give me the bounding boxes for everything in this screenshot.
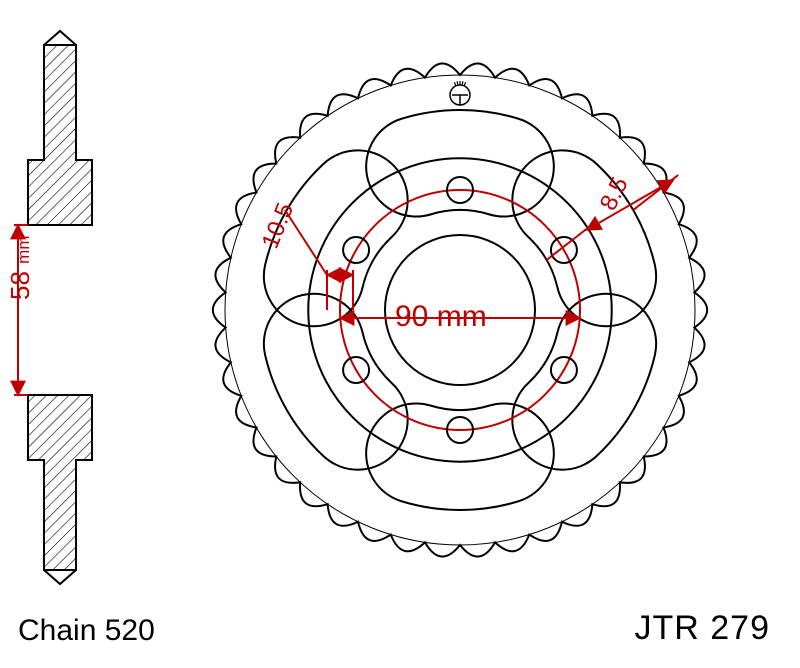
web-slot	[366, 110, 554, 217]
section-upper	[28, 45, 92, 225]
section-lower	[28, 395, 92, 570]
web-slot	[366, 403, 554, 510]
technical-drawing	[0, 0, 800, 668]
part-number-label: JTR 279	[635, 609, 771, 648]
hub-id-value: 58	[5, 271, 35, 300]
bolt-circle-value: 90 mm	[395, 300, 487, 334]
chain-size-label: Chain 520	[18, 614, 155, 648]
hub-id-unit: mm	[14, 236, 33, 264]
